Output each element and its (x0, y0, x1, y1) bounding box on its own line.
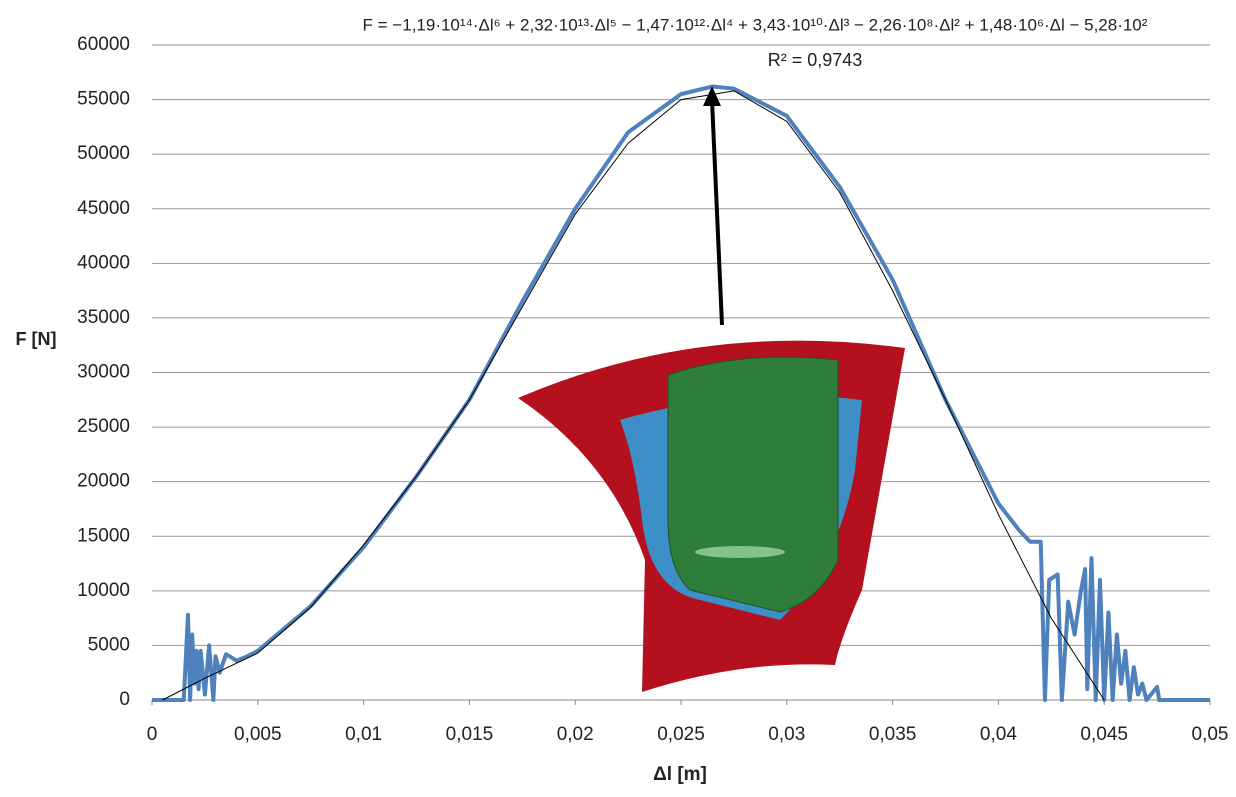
highlight (695, 546, 785, 558)
x-tick-label: 0,03 (768, 724, 805, 745)
x-tick-label: 0 (147, 724, 158, 745)
x-tick-label: 0,04 (980, 724, 1017, 745)
y-tick-label: 20000 (77, 471, 130, 492)
x-axis-label: Δl [m] (653, 764, 707, 785)
y-tick-label: 60000 (77, 34, 130, 55)
x-tick-label: 0,025 (657, 724, 705, 745)
x-tick-label: 0,005 (234, 724, 282, 745)
y-tick-label: 50000 (77, 143, 130, 164)
y-tick-label: 25000 (77, 416, 130, 437)
chart: 0 5000 10000 15000 20000 25000 30000 35000 40000… (0, 0, 1236, 792)
x-tick-label: 0,015 (446, 724, 494, 745)
x-tick-label: 0,01 (345, 724, 382, 745)
y-tick-label: 40000 (77, 252, 130, 273)
green-mesh (668, 357, 838, 612)
y-tick-label: 45000 (77, 198, 130, 219)
x-tick-label: 0,02 (557, 724, 594, 745)
y-axis-label: F [N] (16, 329, 57, 349)
equation: F = −1,19·10¹⁴·Δl⁶ + 2,32·10¹³·Δl⁵ − 1,4… (363, 15, 1148, 34)
x-tick-label: 0,035 (869, 724, 917, 745)
y-tick-label: 0 (119, 689, 130, 710)
y-tick-label: 10000 (77, 580, 130, 601)
x-tick-label: 0,045 (1080, 724, 1128, 745)
y-tick-label: 35000 (77, 307, 130, 328)
x-tick-label: 0,05 (1192, 724, 1229, 745)
arrow (712, 100, 722, 325)
r-squared: R² = 0,9743 (768, 50, 863, 70)
y-tick-label: 55000 (77, 89, 130, 110)
y-tick-label: 30000 (77, 362, 130, 383)
y-tick-label: 15000 (77, 525, 130, 546)
mesh-illustration (518, 341, 905, 692)
y-tick-label: 5000 (88, 634, 130, 655)
